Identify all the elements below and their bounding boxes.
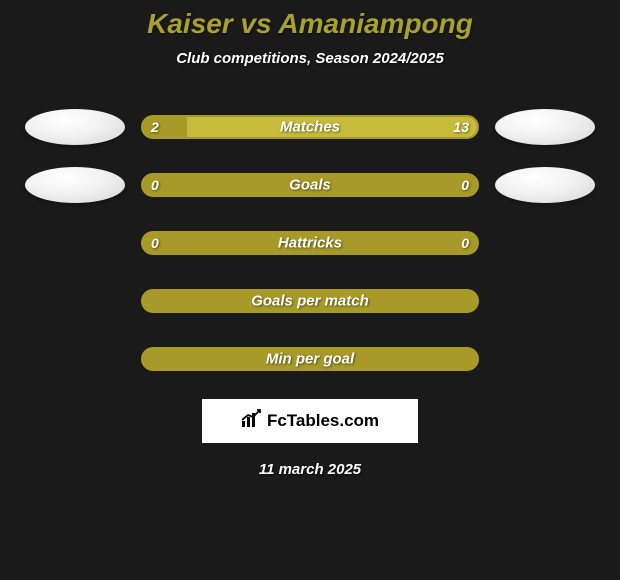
team-badge-left	[25, 167, 125, 203]
page-subtitle: Club competitions, Season 2024/2025	[176, 50, 444, 67]
stat-row: Min per goal	[0, 341, 620, 377]
stats-area: 2Matches130Goals00Hattricks0Goals per ma…	[0, 109, 620, 377]
brand-badge: FcTables.com	[202, 399, 418, 443]
stat-label: Hattricks	[143, 235, 477, 252]
brand-text: FcTables.com	[267, 411, 379, 431]
page-title: Kaiser vs Amaniampong	[147, 8, 473, 40]
stat-row: 0Goals0	[0, 167, 620, 203]
stat-label: Goals	[143, 177, 477, 194]
stat-bar: Goals per match	[141, 289, 479, 313]
stat-value-right: 13	[453, 119, 469, 135]
stat-row: 2Matches13	[0, 109, 620, 145]
infographic-container: Kaiser vs Amaniampong Club competitions,…	[0, 0, 620, 478]
stat-row: Goals per match	[0, 283, 620, 319]
stat-label: Matches	[143, 119, 477, 136]
chart-icon	[241, 409, 263, 434]
date-text: 11 march 2025	[259, 461, 361, 478]
stat-bar: Min per goal	[141, 347, 479, 371]
team-badge-right	[495, 167, 595, 203]
stat-label: Min per goal	[143, 351, 477, 368]
team-badge-left	[25, 109, 125, 145]
stat-bar: 0Goals0	[141, 173, 479, 197]
team-badge-right	[495, 109, 595, 145]
stat-label: Goals per match	[143, 293, 477, 310]
stat-bar: 0Hattricks0	[141, 231, 479, 255]
stat-row: 0Hattricks0	[0, 225, 620, 261]
stat-value-right: 0	[461, 235, 469, 251]
stat-value-right: 0	[461, 177, 469, 193]
stat-bar: 2Matches13	[141, 115, 479, 139]
